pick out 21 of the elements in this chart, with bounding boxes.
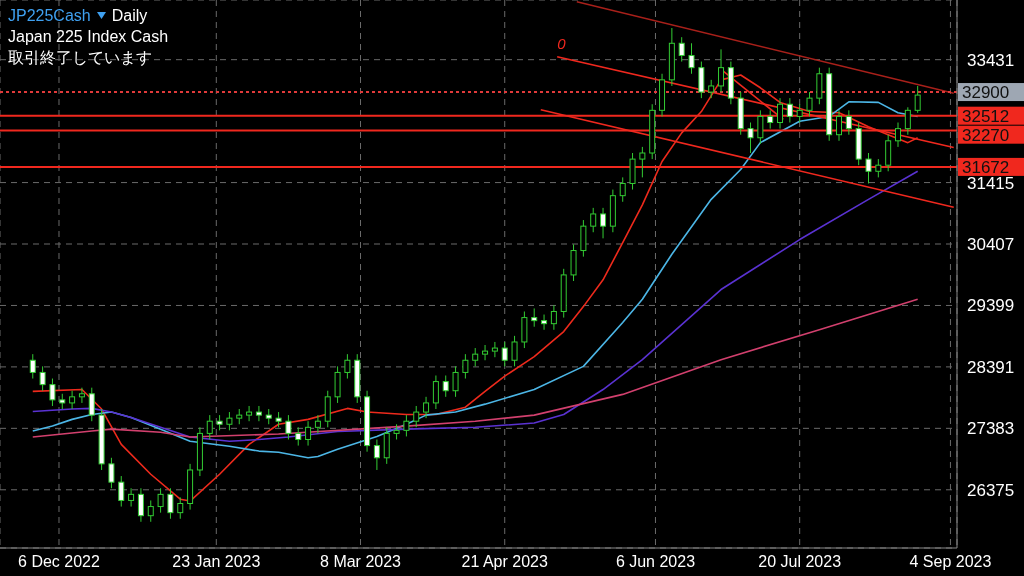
y-tick-label: 27383 bbox=[967, 419, 1015, 439]
y-tick-label: 28391 bbox=[967, 357, 1015, 377]
x-tick-label: 6 Jun 2023 bbox=[615, 553, 696, 571]
y-tick-label: 30407 bbox=[967, 235, 1015, 255]
chart-subtitle: Daily bbox=[111, 6, 148, 26]
x-tick-label: 6 Dec 2022 bbox=[18, 553, 101, 571]
x-tick-label: 23 Jan 2023 bbox=[172, 553, 261, 571]
x-tick-label: 4 Sep 2023 bbox=[909, 553, 992, 571]
y-tick-label: 29399 bbox=[967, 296, 1015, 316]
annotation: 0 bbox=[557, 34, 567, 52]
ref-line-label: 32270 bbox=[962, 125, 1010, 145]
y-tick-label: 26375 bbox=[967, 480, 1015, 500]
chart-title: JP225Cash bbox=[8, 6, 91, 26]
annotation: 取引終了しています bbox=[8, 48, 153, 68]
y-tick-label: 33431 bbox=[967, 50, 1015, 70]
ref-line-label: 32512 bbox=[962, 106, 1010, 126]
ref-line-label: 32900 bbox=[962, 83, 1010, 103]
x-tick-label: 21 Apr 2023 bbox=[461, 553, 548, 571]
annotation: Japan 225 Index Cash bbox=[8, 27, 169, 47]
x-tick-label: 8 Mar 2023 bbox=[320, 553, 402, 571]
x-tick-label: 20 Jul 2023 bbox=[758, 553, 842, 571]
